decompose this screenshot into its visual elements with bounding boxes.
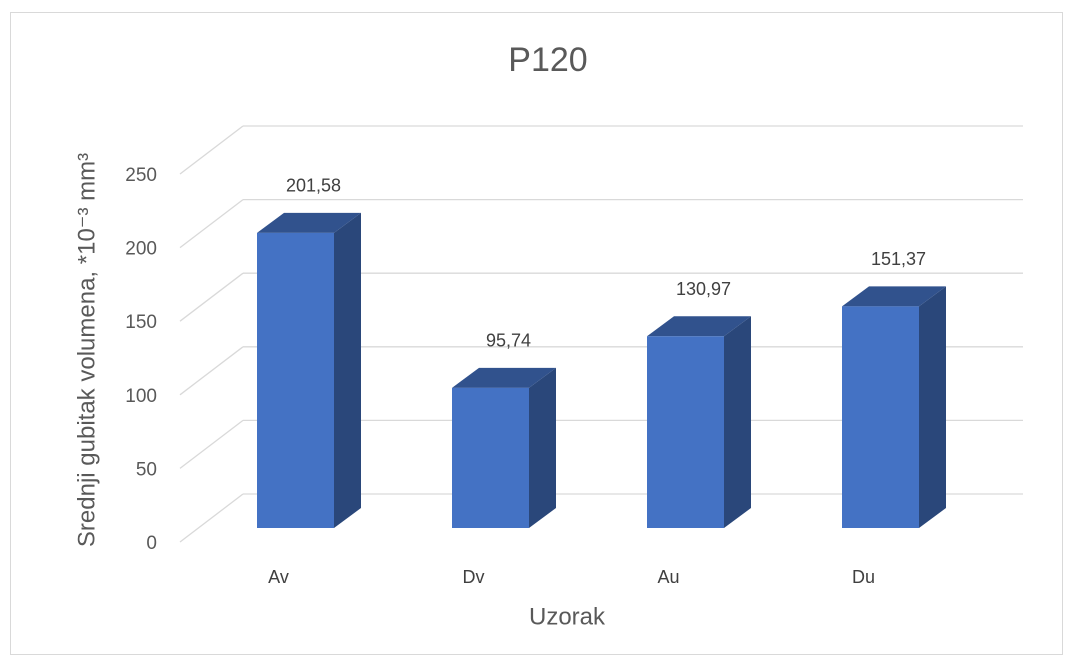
grid-line (179, 419, 244, 469)
x-tick-label: Av (268, 567, 289, 587)
x-tick-label: Dv (463, 567, 485, 587)
y-tick-label: 250 (125, 165, 157, 186)
grid-line (179, 346, 244, 396)
bar (257, 232, 334, 528)
bar-side (334, 212, 361, 528)
bar-top (452, 367, 556, 388)
data-label: 201,58 (286, 176, 341, 196)
bar-top (647, 316, 751, 337)
x-tick-label: Du (852, 567, 875, 587)
x-axis-title: Uzorak (529, 603, 606, 630)
bar-side (529, 367, 556, 528)
y-tick-label: 0 (146, 533, 157, 554)
y-axis-title: Srednji gubitak volumena, *10⁻³ mm³ (73, 153, 100, 547)
x-tick-label: Au (657, 567, 679, 587)
grid-line (179, 125, 244, 175)
bar (452, 387, 529, 528)
grid-line (179, 199, 244, 249)
bar-side (724, 316, 751, 528)
bar (842, 306, 919, 528)
y-tick-label: 150 (125, 312, 157, 333)
bar-side (919, 286, 946, 528)
data-label: 95,74 (486, 331, 531, 351)
data-label: 151,37 (871, 249, 926, 269)
y-tick-label: 100 (125, 386, 157, 407)
y-tick-label: 50 (136, 459, 157, 480)
grid-line (179, 272, 244, 322)
y-tick-label: 200 (125, 239, 157, 260)
bar-top (842, 286, 946, 307)
data-label: 130,97 (676, 279, 731, 299)
bar (647, 336, 724, 528)
bar-top (257, 212, 361, 233)
grid-line (179, 493, 244, 543)
chart-title: P120 (508, 41, 587, 79)
